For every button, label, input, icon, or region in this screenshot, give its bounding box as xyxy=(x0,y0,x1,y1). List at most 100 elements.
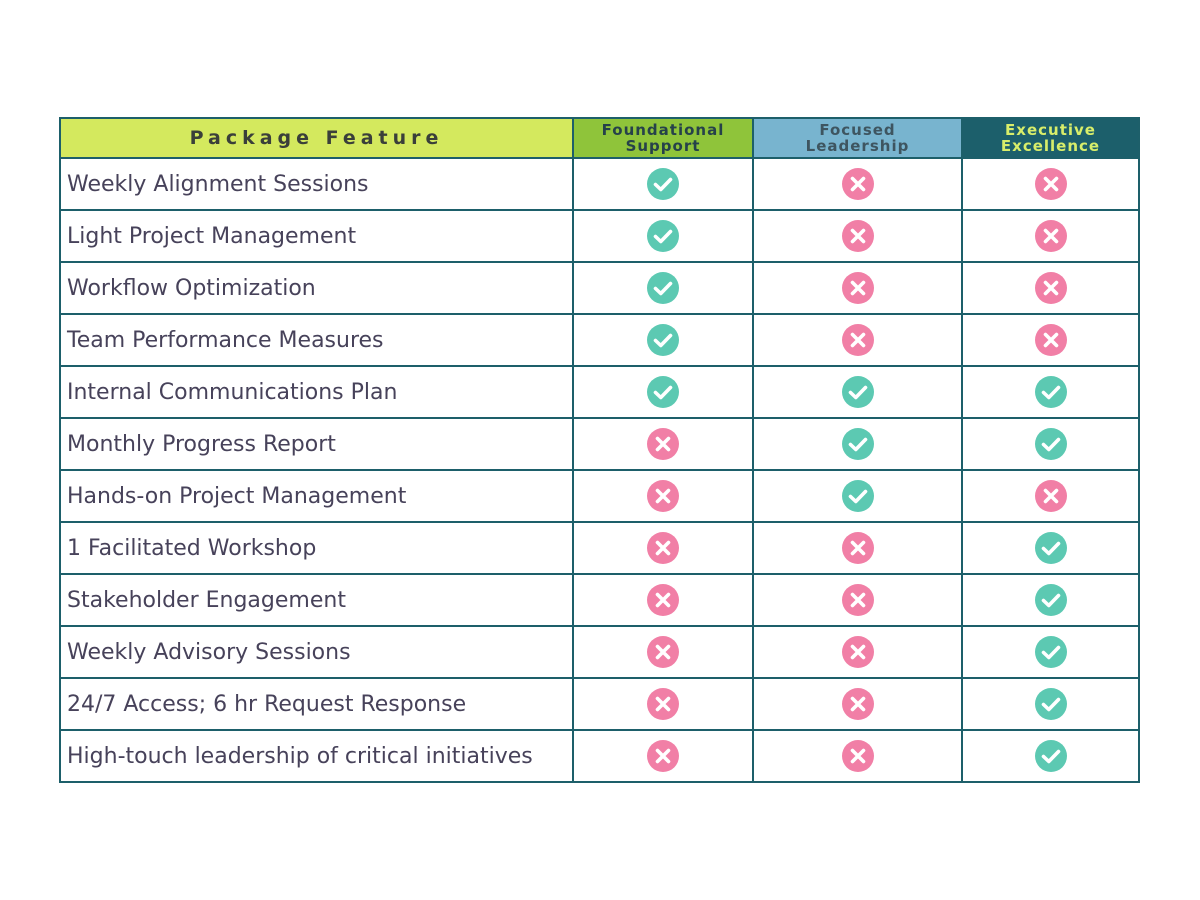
package-comparison-table: Package Feature Foundational Support Foc… xyxy=(59,117,1140,783)
header-focused-leadership: Focused Leadership xyxy=(752,117,963,159)
cell-foundational xyxy=(572,625,754,679)
cell-foundational xyxy=(572,729,754,783)
table-row: Internal Communications Plan xyxy=(59,365,1140,419)
header-row: Package Feature Foundational Support Foc… xyxy=(59,117,1140,159)
cell-focused xyxy=(752,417,963,471)
cell-focused xyxy=(752,729,963,783)
cell-focused xyxy=(752,365,963,419)
check-icon xyxy=(646,219,680,253)
check-icon xyxy=(1034,583,1068,617)
cross-icon xyxy=(841,635,875,669)
cell-executive xyxy=(961,729,1140,783)
cell-focused xyxy=(752,469,963,523)
header-executive-excellence: Executive Excellence xyxy=(961,117,1140,159)
cell-focused xyxy=(752,261,963,315)
check-icon xyxy=(1034,427,1068,461)
cell-focused xyxy=(752,521,963,575)
table-row: Light Project Management xyxy=(59,209,1140,263)
check-icon xyxy=(1034,687,1068,721)
table-row: Team Performance Measures xyxy=(59,313,1140,367)
cell-executive xyxy=(961,365,1140,419)
header-focused-line-1: Focused xyxy=(819,121,896,139)
header-foundational-support: Foundational Support xyxy=(572,117,754,159)
feature-name: Internal Communications Plan xyxy=(59,365,574,419)
header-foundational-line-1: Foundational xyxy=(601,121,725,139)
cell-executive xyxy=(961,261,1140,315)
cell-focused xyxy=(752,625,963,679)
cross-icon xyxy=(841,739,875,773)
table-row: Workflow Optimization xyxy=(59,261,1140,315)
table-row: Monthly Progress Report xyxy=(59,417,1140,471)
header-foundational-line-2: Support xyxy=(625,137,701,155)
cell-focused xyxy=(752,157,963,211)
cell-foundational xyxy=(572,209,754,263)
cell-executive xyxy=(961,417,1140,471)
feature-name: Weekly Advisory Sessions xyxy=(59,625,574,679)
header-executive-line-2: Excellence xyxy=(1000,137,1101,155)
cell-executive xyxy=(961,157,1140,211)
cell-focused xyxy=(752,313,963,367)
check-icon xyxy=(1034,375,1068,409)
cell-foundational xyxy=(572,677,754,731)
cross-icon xyxy=(646,687,680,721)
cell-foundational xyxy=(572,521,754,575)
cell-foundational xyxy=(572,261,754,315)
table-row: Weekly Advisory Sessions xyxy=(59,625,1140,679)
cell-foundational xyxy=(572,417,754,471)
table-row: Hands-on Project Management xyxy=(59,469,1140,523)
cross-icon xyxy=(841,323,875,357)
cross-icon xyxy=(646,427,680,461)
cell-executive xyxy=(961,521,1140,575)
cell-executive xyxy=(961,573,1140,627)
cross-icon xyxy=(646,583,680,617)
check-icon xyxy=(1034,531,1068,565)
cross-icon xyxy=(841,687,875,721)
cross-icon xyxy=(1034,219,1068,253)
feature-name: Hands-on Project Management xyxy=(59,469,574,523)
cell-foundational xyxy=(572,157,754,211)
header-package-feature: Package Feature xyxy=(59,117,574,159)
cross-icon xyxy=(1034,271,1068,305)
feature-name: Workflow Optimization xyxy=(59,261,574,315)
feature-name: Weekly Alignment Sessions xyxy=(59,157,574,211)
cell-foundational xyxy=(572,313,754,367)
cross-icon xyxy=(646,739,680,773)
feature-name: Stakeholder Engagement xyxy=(59,573,574,627)
cross-icon xyxy=(646,531,680,565)
table-row: 24/7 Access; 6 hr Request Response xyxy=(59,677,1140,731)
cross-icon xyxy=(646,635,680,669)
table-row: Weekly Alignment Sessions xyxy=(59,157,1140,211)
cross-icon xyxy=(841,167,875,201)
feature-name: High-touch leadership of critical initia… xyxy=(59,729,574,783)
check-icon xyxy=(841,479,875,513)
feature-name: Monthly Progress Report xyxy=(59,417,574,471)
cell-foundational xyxy=(572,573,754,627)
check-icon xyxy=(646,323,680,357)
cell-executive xyxy=(961,625,1140,679)
package-comparison-table-wrapper: Package Feature Foundational Support Foc… xyxy=(59,117,1140,783)
cross-icon xyxy=(841,271,875,305)
cross-icon xyxy=(1034,479,1068,513)
cell-executive xyxy=(961,209,1140,263)
check-icon xyxy=(1034,739,1068,773)
table-row: 1 Facilitated Workshop xyxy=(59,521,1140,575)
cross-icon xyxy=(1034,323,1068,357)
feature-name: Team Performance Measures xyxy=(59,313,574,367)
check-icon xyxy=(841,375,875,409)
cell-executive xyxy=(961,313,1140,367)
cell-focused xyxy=(752,677,963,731)
check-icon xyxy=(646,167,680,201)
cell-focused xyxy=(752,209,963,263)
cross-icon xyxy=(841,219,875,253)
table-row: High-touch leadership of critical initia… xyxy=(59,729,1140,783)
feature-name: 24/7 Access; 6 hr Request Response xyxy=(59,677,574,731)
table-row: Stakeholder Engagement xyxy=(59,573,1140,627)
cell-foundational xyxy=(572,469,754,523)
cell-executive xyxy=(961,469,1140,523)
check-icon xyxy=(646,271,680,305)
table-body: Weekly Alignment Sessions Light Project M… xyxy=(59,157,1140,783)
check-icon xyxy=(841,427,875,461)
feature-name: Light Project Management xyxy=(59,209,574,263)
check-icon xyxy=(1034,635,1068,669)
cross-icon xyxy=(1034,167,1068,201)
